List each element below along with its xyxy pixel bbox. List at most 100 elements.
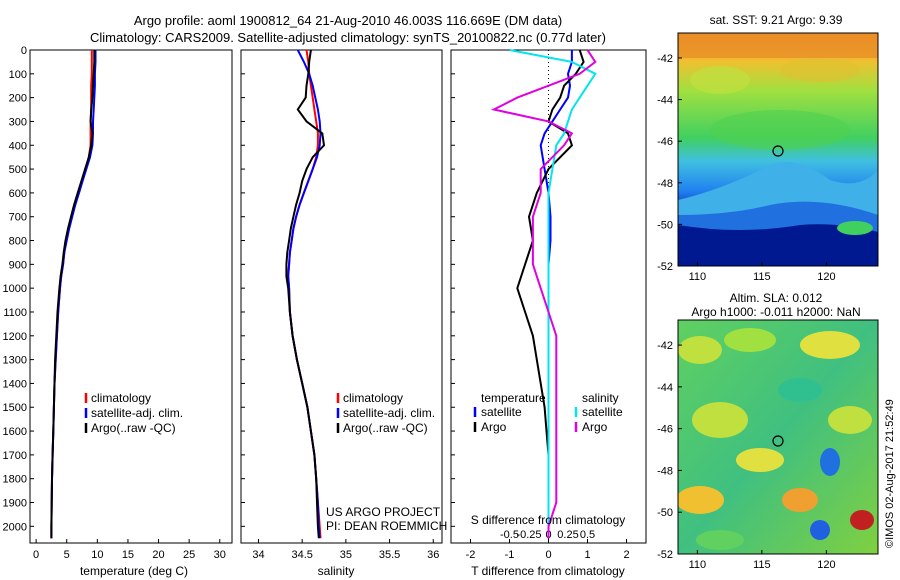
lat-tick-label: -48 xyxy=(657,178,673,190)
depth-tick-label: 1400 xyxy=(3,378,27,390)
lat-tick-label: -44 xyxy=(657,382,673,394)
temperature-axes xyxy=(29,49,233,544)
legend-title-temperature: temperature xyxy=(481,391,546,405)
legend-label-satellite: satellite-adj. clim. xyxy=(343,406,435,420)
sla-patch xyxy=(696,530,744,550)
sla-high xyxy=(782,488,818,512)
sla-low xyxy=(810,520,830,540)
sla-patch xyxy=(692,402,748,438)
depth-tick-label: 1700 xyxy=(3,450,27,462)
difference-legend: temperature salinity satellite Argo sate… xyxy=(473,391,623,434)
x-tick-label: 36 xyxy=(427,549,439,561)
sst-patch xyxy=(837,221,873,235)
sst-patch xyxy=(780,58,860,82)
sla-patch xyxy=(678,486,724,514)
legend-label-argo: Argo(..raw -QC) xyxy=(91,421,176,435)
sla-patch xyxy=(778,378,822,402)
depth-tick-label: 1900 xyxy=(3,498,27,510)
depth-tick-label: 1100 xyxy=(3,307,27,319)
temperature-legend: climatology satellite-adj. clim. Argo(..… xyxy=(84,391,183,435)
x-tick-label: 25 xyxy=(183,549,195,561)
sst-patch xyxy=(690,66,750,94)
depth-tick-label: 1200 xyxy=(3,331,27,343)
x-tick-label: 34 xyxy=(252,549,264,561)
x-tick-label: 1 xyxy=(584,549,590,561)
sla-patch xyxy=(678,336,722,364)
sst-cold-water xyxy=(678,224,878,266)
x-tick-label: 35 xyxy=(340,549,352,561)
salinity-axes xyxy=(240,49,443,544)
x-tick-label: -2 xyxy=(466,549,476,561)
x-tick-label: 20 xyxy=(152,549,164,561)
imos-credit: ©IMOS 02-Aug-2017 21:52:49 xyxy=(884,399,896,548)
sst-warm-band xyxy=(678,33,878,58)
lat-tick-label: -44 xyxy=(657,95,673,107)
lon-tick-label: 110 xyxy=(689,559,707,571)
sst-map: sat. SST: 9.21 Argo: 9.39 xyxy=(677,13,879,267)
x-tick-label: 15 xyxy=(122,549,134,561)
series-line-argo-raw-qc- xyxy=(285,49,326,539)
x-tick-label: 34.5 xyxy=(291,549,312,561)
pi-label: PI: DEAN ROEMMICH xyxy=(326,519,447,533)
legend-label-sal-argo: Argo xyxy=(582,420,608,434)
s-diff-tick-label: -0.5 xyxy=(500,529,519,541)
x-tick-label: 30 xyxy=(214,549,226,561)
temperature-xlabel: temperature (deg C) xyxy=(80,564,188,578)
series-line-sal-satellite xyxy=(509,49,597,539)
legend-label-temp-satellite: satellite xyxy=(481,405,522,419)
lat-tick-label: -50 xyxy=(657,219,673,231)
lat-tick-label: -52 xyxy=(657,261,673,273)
lat-tick-label: -42 xyxy=(657,53,673,65)
lat-tick-label: -52 xyxy=(657,549,673,561)
depth-tick-label: 200 xyxy=(9,93,27,105)
depth-tick-label: 700 xyxy=(9,212,27,224)
legend-label-sal-satellite: satellite xyxy=(582,405,623,419)
depth-tick-label: 900 xyxy=(9,259,27,271)
lat-tick-label: -50 xyxy=(657,507,673,519)
lat-tick-label: -46 xyxy=(657,424,673,436)
legend-label-climatology: climatology xyxy=(91,391,151,405)
x-tick-label: 5 xyxy=(64,549,70,561)
legend-title-salinity: salinity xyxy=(582,391,619,405)
depth-tick-label: 1300 xyxy=(3,355,27,367)
argo-float-marker xyxy=(772,145,784,157)
legend-label-argo: Argo(..raw -QC) xyxy=(343,421,428,435)
project-label: US ARGO PROJECT xyxy=(326,505,441,519)
depth-tick-label: 2000 xyxy=(3,521,27,533)
depth-tick-label: 800 xyxy=(9,236,27,248)
sla-patch xyxy=(800,331,860,359)
lon-tick-label: 115 xyxy=(753,559,771,571)
t-difference-xlabel: T difference from climatology xyxy=(471,564,625,578)
sla-map-subtitle: Argo h1000: -0.011 h2000: NaN xyxy=(691,305,860,319)
sla-map-frame xyxy=(677,319,879,555)
depth-tick-label: 0 xyxy=(21,45,27,57)
sla-low xyxy=(820,448,840,476)
s-diff-tick-label: -0.25 xyxy=(516,529,541,541)
depth-tick-label: 400 xyxy=(9,140,27,152)
series-line-argo-raw-qc- xyxy=(50,50,96,539)
lat-tick-label: -46 xyxy=(657,136,673,148)
s-difference-label: S difference from climatology xyxy=(471,513,626,527)
depth-tick-label: 100 xyxy=(9,69,27,81)
sla-patch xyxy=(736,448,784,472)
depth-tick-label: 1800 xyxy=(3,474,27,486)
header-line-2: Climatology: CARS2009. Satellite-adjuste… xyxy=(90,30,606,45)
depth-tick-label: 300 xyxy=(9,116,27,128)
depth-tick-label: 1500 xyxy=(3,402,27,414)
sla-high xyxy=(850,510,874,530)
lat-tick-label: -48 xyxy=(657,465,673,477)
depth-tick-label: 500 xyxy=(9,164,27,176)
legend-label-satellite: satellite-adj. clim. xyxy=(91,406,183,420)
argo-float-marker xyxy=(772,435,784,447)
lon-tick-label: 115 xyxy=(753,271,771,283)
x-tick-label: 0 xyxy=(33,549,39,561)
salinity-xlabel: salinity xyxy=(318,564,355,578)
salinity-legend: climatology satellite-adj. clim. Argo(..… xyxy=(336,391,435,435)
sla-map-title: Altim. SLA: 0.012 xyxy=(730,291,823,305)
lon-tick-label: 120 xyxy=(817,271,835,283)
sla-patch xyxy=(724,328,776,352)
sla-map: Altim. SLA: 0.012 Argo h1000: -0.011 h20… xyxy=(677,291,879,555)
x-tick-label: -1 xyxy=(505,549,515,561)
legend-label-temp-argo: Argo xyxy=(481,420,507,434)
